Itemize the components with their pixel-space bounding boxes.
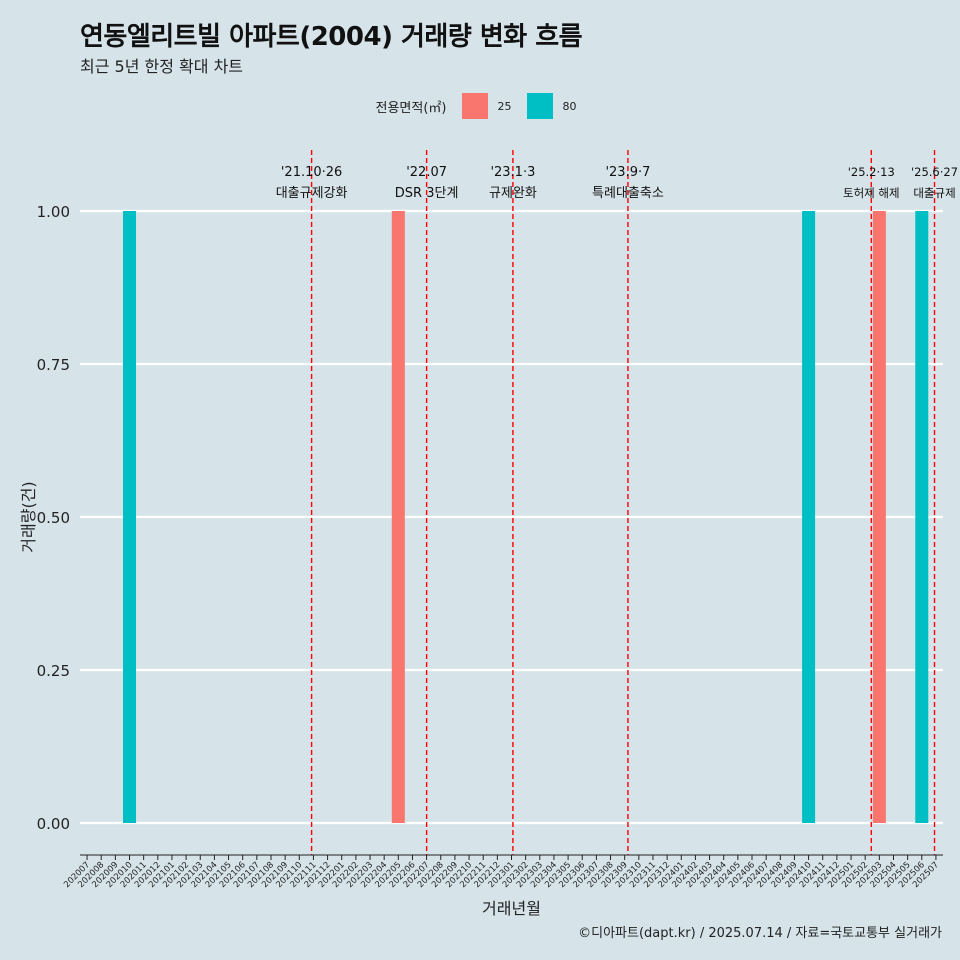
legend-item-80: 80 [527,93,576,119]
legend-item-25: 25 [462,93,511,119]
chart-title: 연동엘리트빌 아파트(2004) 거래량 변화 흐름 [80,22,583,52]
event-name-label: DSR 3단계 [395,186,459,201]
legend: 전용면적(㎡) 25 80 [0,93,960,119]
y-axis-title: 거래량(건) [19,481,38,552]
legend-label-25: 25 [497,99,512,113]
event-name-label: 토허제 해제 [843,186,900,200]
bar-80-202410 [802,211,816,823]
legend-swatch-25 [462,93,489,119]
event-date-label: '21.10·26 [281,165,342,180]
event-date-label: '25.2·13 [848,165,895,179]
y-tick-label: 1.00 [37,203,70,221]
chart-subtitle: 최근 5년 한정 확대 차트 [80,57,244,76]
event-date-label: '22.07 [406,165,447,180]
event-date-label: '25.6·27 [911,165,958,179]
y-tick-label: 0.25 [37,662,70,680]
source-caption: ©디아파트(dapt.kr) / 2025.07.14 / 자료=국토교통부 실… [578,926,942,941]
bar-80-202010 [123,211,137,823]
event-name-label: 특례대출축소 [592,186,664,201]
y-tick-label: 0.00 [37,815,70,833]
event-name-label: 규제완화 [489,186,537,201]
legend-swatch-80 [527,93,554,119]
legend-label-80: 80 [562,99,577,113]
event-name-label: 대출규제 [913,186,955,200]
bar-80-202506 [915,211,929,823]
y-tick-label: 0.50 [37,509,70,527]
legend-title: 전용면적(㎡) [375,100,447,116]
bar-25-202503 [872,211,886,823]
event-date-label: '23.9·7 [605,165,650,180]
x-axis-title: 거래년월 [482,899,541,918]
y-tick-label: 0.75 [37,356,70,374]
event-date-label: '23.1·3 [490,165,535,180]
bar-25-202205 [391,211,405,823]
event-name-label: 대출규제강화 [276,186,348,201]
